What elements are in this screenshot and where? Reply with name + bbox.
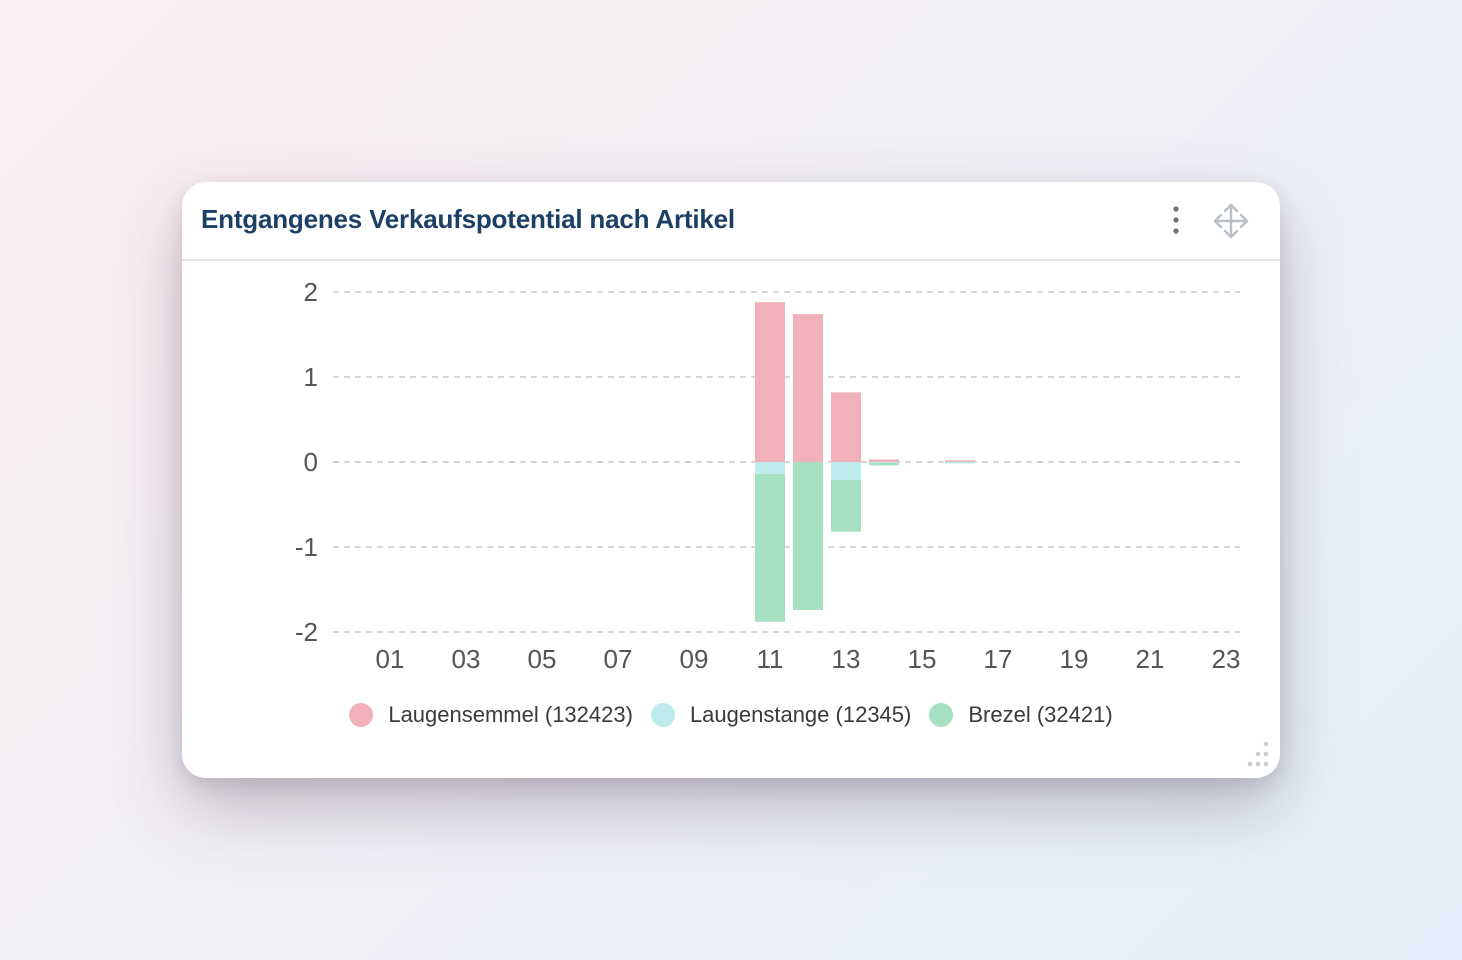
x-tick-label: 05: [528, 644, 557, 674]
legend-item-brezel[interactable]: Brezel (32421): [929, 702, 1113, 728]
bar-segment: [755, 302, 785, 462]
x-tick-label: 13: [832, 644, 861, 674]
x-tick-label: 19: [1060, 644, 1089, 674]
bar-segment: [755, 473, 785, 622]
bar-segment: [869, 459, 899, 462]
legend-swatch: [929, 703, 954, 727]
stacked-bar-chart: 210-1-201 03 05 07 09 11 13 15 17 19 21 23: [295, 277, 1241, 674]
resize-handle-icon[interactable]: [1240, 738, 1272, 770]
more-vertical-icon[interactable]: [1166, 204, 1186, 236]
legend-item-laugensemmel[interactable]: Laugensemmel (132423): [349, 702, 633, 728]
bar-segment: [793, 462, 823, 610]
legend-swatch: [349, 703, 374, 727]
bar-segment: [945, 462, 975, 464]
bar-segment: [831, 462, 861, 480]
legend-label: Laugenstange (12345): [689, 702, 912, 727]
chart-legend: Laugensemmel (132423) Laugenstange (1234…: [182, 702, 1280, 728]
x-tick-label: 09: [680, 644, 709, 674]
y-tick-label: 0: [304, 447, 318, 477]
bar-segment: [755, 462, 785, 474]
x-tick-label: 17: [984, 644, 1013, 674]
x-tick-label: 03: [452, 644, 481, 674]
legend-item-laugenstange[interactable]: Laugenstange (12345): [650, 702, 912, 728]
x-tick-label: 15: [908, 644, 937, 674]
y-tick-label: -2: [295, 617, 318, 647]
legend-swatch: [650, 703, 675, 727]
chart-widget-card: Entgangenes Verkaufspotential nach Artik…: [182, 182, 1280, 778]
bar-segment: [869, 462, 899, 466]
legend-label: Brezel (32421): [968, 702, 1113, 727]
bar-segment: [869, 462, 899, 464]
bar-segment: [793, 314, 823, 462]
bar-segment: [945, 460, 975, 462]
x-tick-label: 01: [376, 644, 405, 674]
legend-label: Laugensemmel (132423): [388, 702, 633, 727]
x-tick-label: 23: [1212, 644, 1241, 674]
x-tick-label: 11: [757, 644, 784, 674]
y-tick-label: -1: [295, 532, 318, 562]
y-tick-label: 1: [304, 362, 318, 392]
bar-segment: [831, 392, 861, 462]
move-arrows-icon[interactable]: [1212, 202, 1250, 240]
x-tick-label: 07: [604, 644, 633, 674]
widget-header: Entgangenes Verkaufspotential nach Artik…: [182, 182, 1280, 261]
bar-segment: [831, 479, 861, 532]
y-tick-label: 2: [304, 277, 318, 307]
x-tick-label: 21: [1136, 644, 1165, 674]
widget-title: Entgangenes Verkaufspotential nach Artik…: [201, 204, 735, 234]
